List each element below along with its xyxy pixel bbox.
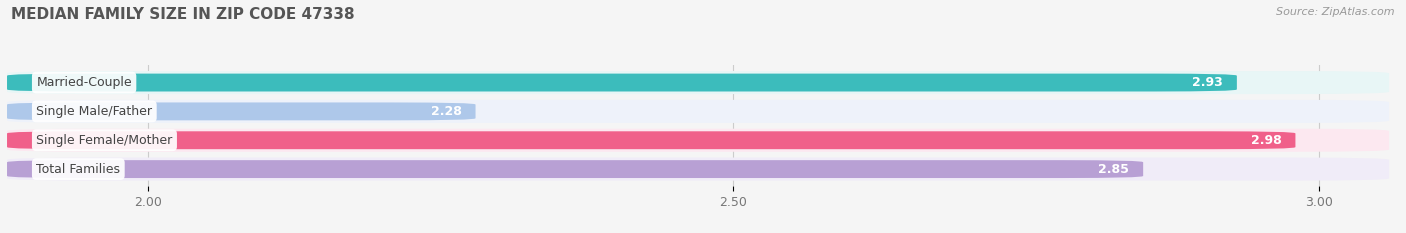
Text: Total Families: Total Families [37,163,121,176]
FancyBboxPatch shape [7,71,1389,94]
FancyBboxPatch shape [7,74,1237,92]
Text: Source: ZipAtlas.com: Source: ZipAtlas.com [1277,7,1395,17]
FancyBboxPatch shape [7,100,1389,123]
Text: MEDIAN FAMILY SIZE IN ZIP CODE 47338: MEDIAN FAMILY SIZE IN ZIP CODE 47338 [11,7,354,22]
FancyBboxPatch shape [7,103,475,120]
FancyBboxPatch shape [7,129,1389,152]
Text: 2.28: 2.28 [430,105,461,118]
Text: 2.98: 2.98 [1250,134,1281,147]
Text: 2.93: 2.93 [1192,76,1223,89]
Text: Single Male/Father: Single Male/Father [37,105,152,118]
FancyBboxPatch shape [7,131,1295,149]
Text: Married-Couple: Married-Couple [37,76,132,89]
FancyBboxPatch shape [7,158,1389,181]
FancyBboxPatch shape [7,160,1143,178]
Text: 2.85: 2.85 [1098,163,1129,176]
Text: Single Female/Mother: Single Female/Mother [37,134,173,147]
